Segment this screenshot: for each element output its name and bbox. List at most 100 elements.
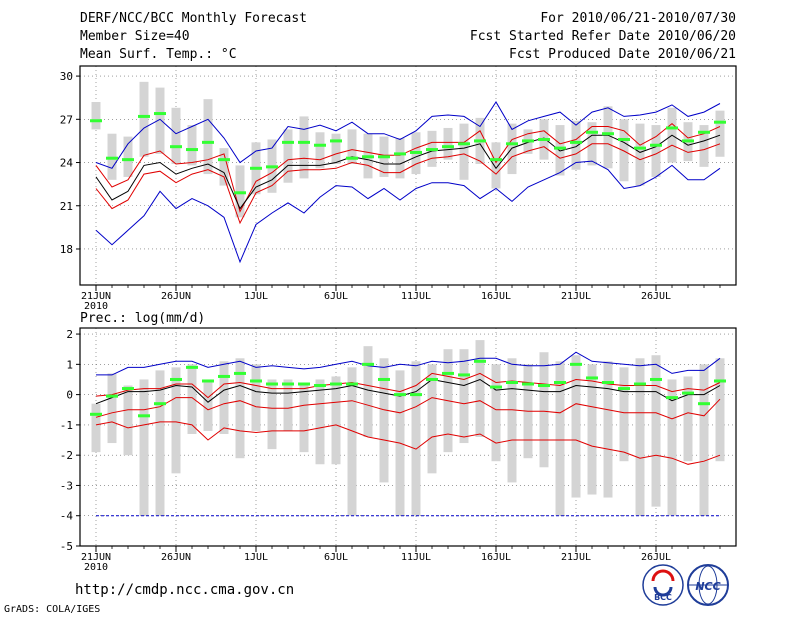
forecast-marker [458, 142, 470, 146]
ensemble-box [699, 364, 709, 516]
bcc-logo-swirl [651, 569, 675, 582]
series-min-line [95, 421, 721, 465]
ensemble-box [651, 125, 661, 177]
ensemble-box [491, 364, 501, 462]
plot-frame [79, 327, 737, 547]
series-mean-line [95, 378, 721, 405]
x-tick-label: 6JUL [324, 552, 348, 563]
forecast-marker [490, 385, 502, 389]
ensemble-box [331, 133, 341, 164]
forecast-marker [362, 362, 374, 366]
forecast-marker [602, 381, 614, 384]
series-upper-line [95, 372, 721, 399]
forecast-marker [522, 139, 534, 143]
forecast-marker [330, 382, 342, 386]
forecast-started-date: Fcst Started Refer Date 2010/06/20 [469, 29, 736, 44]
ncc-logo-text: NCC [695, 580, 720, 593]
x-tick-label: 26JUL [641, 552, 671, 563]
forecast-marker [554, 381, 566, 384]
ensemble-box [555, 125, 565, 176]
ensemble-box [91, 403, 101, 453]
forecast-marker [618, 387, 630, 391]
x-tick-label: 6JUL [324, 291, 348, 302]
forecast-marker [122, 387, 134, 391]
x-tick-label: 11JUL [401, 291, 431, 302]
ensemble-box [187, 364, 197, 434]
source-url[interactable]: http://cmdp.ncc.cma.gov.cn [75, 582, 295, 598]
member-size: Member Size=40 [80, 29, 190, 44]
ensemble-box [571, 120, 581, 170]
ensemble-box [379, 358, 389, 483]
x-tick-label: 11JUL [401, 552, 431, 563]
ensemble-box [155, 370, 165, 516]
forecast-marker [298, 140, 310, 144]
ensemble-box [299, 116, 309, 179]
forecast-marker [506, 142, 518, 146]
ensemble-box [619, 119, 629, 182]
ensemble-box [283, 129, 293, 183]
forecast-marker [218, 374, 230, 378]
ensemble-box [171, 367, 181, 474]
ensemble-box [555, 361, 565, 516]
y-tick-label: -5 [60, 540, 73, 553]
ensemble-box [667, 379, 677, 516]
forecast-marker [394, 152, 406, 156]
forecast-marker [218, 158, 230, 162]
forecast-marker [138, 414, 150, 418]
forecast-marker [106, 394, 118, 398]
ensemble-box [427, 364, 437, 474]
forecast-marker [426, 148, 438, 152]
forecast-marker [682, 391, 694, 395]
temperature-panel-title: Mean Surf. Temp.: °C [80, 47, 237, 62]
forecast-marker [154, 402, 166, 406]
ensemble-box [267, 379, 277, 450]
y-tick-label: -1 [60, 419, 73, 432]
forecast-marker [698, 130, 710, 134]
precipitation-panel-title: Prec.: log(mm/d) [80, 311, 205, 326]
forecast-marker [282, 140, 294, 144]
y-tick-label: 1 [66, 358, 73, 371]
forecast-marker [186, 148, 198, 152]
plot-frame [79, 65, 737, 286]
ensemble-box [123, 136, 133, 177]
forecast-marker [666, 126, 678, 130]
forecast-marker [458, 373, 470, 377]
x-tick-label: 16JUL [481, 552, 511, 563]
bcc-logo-ring [642, 564, 684, 606]
forecast-marker [650, 143, 662, 147]
ensemble-box [459, 123, 469, 180]
ensemble-box [155, 87, 165, 154]
x-tick-label: 1JUL [244, 552, 268, 563]
series-lower-line [95, 397, 721, 420]
forecast-marker [346, 382, 358, 386]
forecast-marker [138, 114, 150, 118]
ensemble-box [715, 110, 725, 157]
bcc-logo-text: BCC [654, 593, 672, 602]
forecast-marker [346, 156, 358, 160]
forecast-marker [234, 371, 246, 375]
forecast-marker [666, 396, 678, 400]
forecast-marker [698, 402, 710, 406]
x-tick-label: 21JUL [561, 291, 591, 302]
forecast-marker [90, 119, 102, 123]
ensemble-box [203, 379, 213, 431]
forecast-marker [618, 137, 630, 141]
x-tick-label: 16JUL [481, 291, 511, 302]
ensemble-box [699, 125, 709, 167]
y-tick-label: 2 [66, 328, 73, 341]
ensemble-box [363, 346, 373, 437]
forecast-marker [634, 146, 646, 150]
forecast-marker [298, 382, 310, 386]
ensemble-box [315, 132, 325, 169]
ensemble-box [395, 138, 405, 179]
ensemble-box [347, 367, 357, 516]
forecast-marker [202, 140, 214, 144]
x-tick-year-label: 2010 [84, 301, 108, 312]
forecast-marker [714, 379, 726, 383]
forecast-marker [442, 371, 454, 375]
forecast-marker [522, 382, 534, 386]
forecast-marker [282, 382, 294, 386]
ensemble-box [315, 379, 325, 465]
